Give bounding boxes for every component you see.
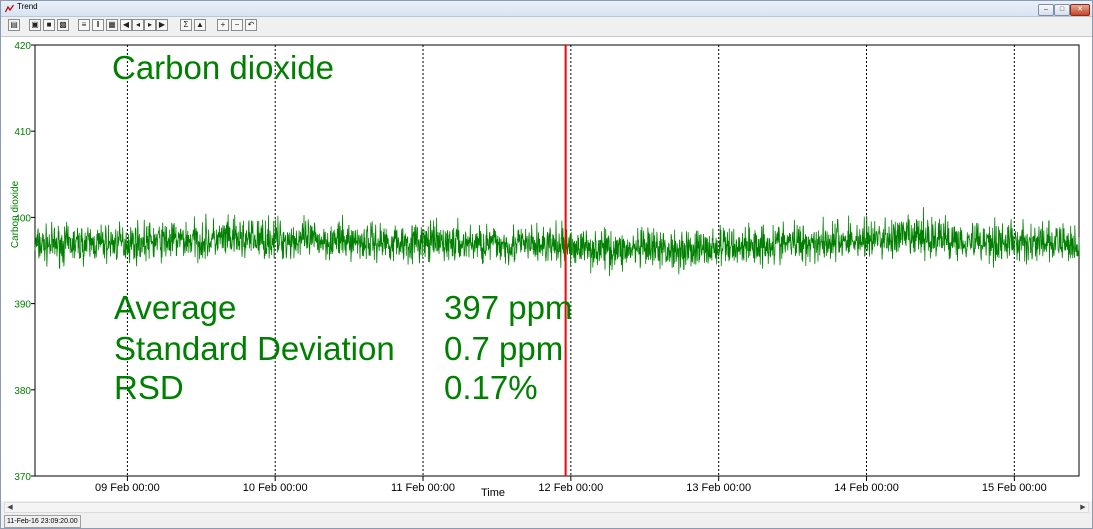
open-icon[interactable]: ▤: [8, 19, 20, 31]
window-title: Trend: [17, 2, 38, 11]
toolbar: ▤ ▣ ■ ▩ ≡ ‖ ▦ ◀ ◂ ▸ ▶ Σ ▲ + − ↶: [1, 17, 1092, 37]
folder-icon[interactable]: ▣: [29, 19, 41, 31]
last-icon[interactable]: ▶: [156, 19, 168, 31]
scroll-right-icon[interactable]: ▶: [1080, 504, 1086, 511]
x-tick-label: 14 Feb 00:00: [834, 482, 899, 494]
y-tick-label: 400: [14, 213, 31, 224]
rsd-value: 0.17%: [444, 369, 538, 406]
minimize-button[interactable]: –: [1038, 4, 1054, 16]
y-tick-label: 390: [14, 300, 31, 311]
prev-icon[interactable]: ◂: [132, 19, 144, 31]
y-tick-label: 370: [14, 472, 31, 483]
status-bar: 11-Feb-16 23:09:20.00: [1, 514, 1092, 528]
rsd-label: RSD: [114, 369, 184, 406]
trend-chart[interactable]: 09 Feb 00:00 10 Feb 00:00 11 Feb 00:00 12 F…: [1, 37, 1092, 501]
grid-icon[interactable]: ▦: [106, 19, 118, 31]
y-tick-label: 410: [14, 127, 31, 138]
title-bar[interactable]: Trend – □ ✕: [1, 1, 1092, 17]
x-tick-label: 09 Feb 00:00: [95, 482, 160, 494]
chart-icon[interactable]: ▲: [194, 19, 206, 31]
co2-series-line: [34, 207, 1080, 277]
average-value: 397 ppm: [444, 289, 572, 326]
next-icon[interactable]: ▸: [144, 19, 156, 31]
save-icon[interactable]: ■: [43, 19, 55, 31]
y-axis-title: Carbon dioxide: [10, 180, 21, 248]
zoom-reset-icon[interactable]: ↶: [245, 19, 257, 31]
zoom-out-icon[interactable]: −: [231, 19, 243, 31]
horizontal-scrollbar[interactable]: ◀ ▶: [4, 502, 1089, 513]
status-timestamp: 11-Feb-16 23:09:20.00: [4, 515, 81, 528]
list-icon[interactable]: ≡: [78, 19, 90, 31]
x-tick-label: 11 Feb 00:00: [391, 482, 455, 494]
x-tick-label: 10 Feb 00:00: [243, 482, 308, 494]
maximize-button[interactable]: □: [1054, 4, 1070, 16]
x-axis-title: Time: [481, 487, 505, 499]
y-tick-label: 420: [14, 41, 31, 52]
x-tick-label: 12 Feb 00:00: [538, 482, 603, 494]
x-tick-label: 13 Feb 00:00: [686, 482, 751, 494]
columns-icon[interactable]: ‖: [92, 19, 104, 31]
average-label: Average: [114, 289, 236, 326]
scroll-left-icon[interactable]: ◀: [7, 504, 13, 511]
std-dev-label: Standard Deviation: [114, 330, 395, 367]
plot-area[interactable]: 09 Feb 00:00 10 Feb 00:00 11 Feb 00:00 12 F…: [1, 37, 1092, 501]
trend-app-icon: [5, 4, 14, 13]
std-dev-value: 0.7 ppm: [444, 330, 563, 367]
zoom-in-icon[interactable]: +: [217, 19, 229, 31]
chart-title: Carbon dioxide: [112, 49, 334, 86]
y-tick-label: 380: [14, 386, 31, 397]
sum-icon[interactable]: Σ: [180, 19, 192, 31]
print-icon[interactable]: ▩: [57, 19, 69, 31]
close-button[interactable]: ✕: [1070, 4, 1090, 16]
first-icon[interactable]: ◀: [120, 19, 132, 31]
x-tick-label: 15 Feb 00:00: [982, 482, 1047, 494]
